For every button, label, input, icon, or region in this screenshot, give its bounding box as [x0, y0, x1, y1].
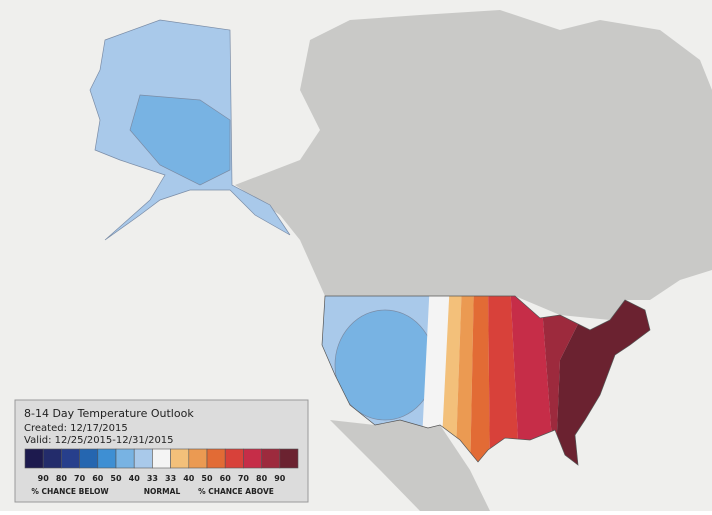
legend-label: 70 — [74, 474, 86, 483]
legend-label: 70 — [238, 474, 250, 483]
legend-swatch — [133, 448, 153, 469]
legend-swatch — [279, 448, 299, 469]
legend-swatch — [79, 448, 99, 469]
legend: 8-14 Day Temperature Outlook Created: 12… — [14, 399, 309, 503]
legend-created: Created: 12/17/2015 — [24, 423, 128, 434]
legend-swatch — [61, 448, 80, 469]
legend-swatch — [261, 448, 281, 469]
alaska-region — [129, 94, 231, 186]
canada — [235, 10, 712, 320]
legend-label: 33 — [147, 474, 158, 483]
legend-label: 60 — [220, 474, 232, 483]
legend-label: 40 — [183, 474, 195, 483]
legend-swatch — [97, 448, 117, 469]
legend-label: 90 — [274, 474, 286, 483]
legend-valid: Valid: 12/25/2015-12/31/2015 — [24, 435, 174, 446]
legend-label: 80 — [56, 474, 68, 483]
legend-swatch — [206, 448, 226, 469]
legend-below: % CHANCE BELOW — [31, 487, 109, 496]
legend-swatch — [152, 448, 171, 469]
legend-swatch — [224, 448, 244, 469]
legend-swatch — [170, 448, 190, 469]
legend-swatch — [24, 448, 44, 469]
legend-label: 50 — [201, 474, 213, 483]
legend-swatch — [188, 448, 208, 469]
legend-swatch — [243, 448, 262, 469]
legend-label: 40 — [129, 474, 141, 483]
legend-label: 33 — [165, 474, 176, 483]
legend-normal: NORMAL — [144, 487, 181, 496]
legend-swatch — [115, 448, 135, 469]
legend-title: 8-14 Day Temperature Outlook — [24, 407, 194, 420]
legend-label: 60 — [92, 474, 104, 483]
legend-swatch — [42, 448, 62, 469]
legend-above: % CHANCE ABOVE — [198, 487, 274, 496]
legend-label: 80 — [256, 474, 268, 483]
legend-label: 50 — [110, 474, 122, 483]
mexico — [330, 420, 490, 511]
us-border — [321, 295, 651, 466]
legend-label: 90 — [38, 474, 50, 483]
